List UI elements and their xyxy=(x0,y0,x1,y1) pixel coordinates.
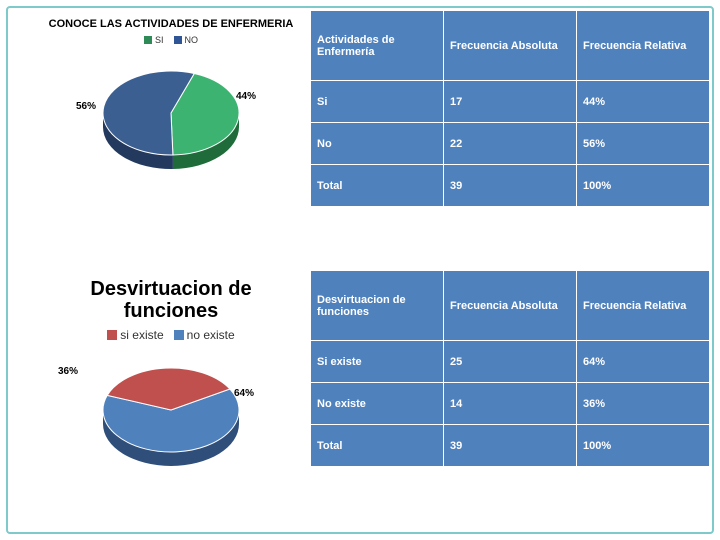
slice-label: 36% xyxy=(58,366,78,377)
td: Total xyxy=(311,425,444,467)
legend-item: NO xyxy=(174,35,199,45)
td: 100% xyxy=(577,165,710,207)
td: 44% xyxy=(577,81,710,123)
chart1-legend: SI NO xyxy=(40,35,302,45)
legend-label: si existe xyxy=(120,328,163,342)
td: 22 xyxy=(444,123,577,165)
th: Frecuencia Absoluta xyxy=(444,11,577,81)
legend-swatch xyxy=(174,330,184,340)
title-line: funciones xyxy=(124,300,218,322)
content: CONOCE LAS ACTIVIDADES DE ENFERMERIA SI … xyxy=(10,10,710,530)
td: 56% xyxy=(577,123,710,165)
td: 17 xyxy=(444,81,577,123)
td: Si existe xyxy=(311,341,444,383)
td: 36% xyxy=(577,383,710,425)
th: Actividades de Enfermería xyxy=(311,11,444,81)
table2: Desvirtuacion de funciones Frecuencia Ab… xyxy=(310,270,710,467)
td: 100% xyxy=(577,425,710,467)
th: Desvirtuacion de funciones xyxy=(311,271,444,341)
td: 25 xyxy=(444,341,577,383)
legend-swatch xyxy=(174,36,182,44)
legend-label: SI xyxy=(155,35,164,45)
legend-item: no existe xyxy=(174,328,235,342)
legend-swatch xyxy=(107,330,117,340)
th: Frecuencia Absoluta xyxy=(444,271,577,341)
table2-col: Desvirtuacion de funciones Frecuencia Ab… xyxy=(310,270,710,530)
slice-label: 64% xyxy=(234,388,254,399)
td: Si xyxy=(311,81,444,123)
td: No existe xyxy=(311,383,444,425)
chart1-pie: 44% 56% xyxy=(76,51,266,201)
slice-label: 44% xyxy=(236,91,256,102)
legend-label: NO xyxy=(185,35,199,45)
th: Frecuencia Relativa xyxy=(577,271,710,341)
legend-item: si existe xyxy=(107,328,163,342)
legend-swatch xyxy=(144,36,152,44)
row-2: Desvirtuacion de funciones si existe no … xyxy=(10,270,710,530)
chart2-title: Desvirtuacion de funciones xyxy=(40,278,302,322)
table1-col: Actividades de Enfermería Frecuencia Abs… xyxy=(310,10,710,270)
td: 39 xyxy=(444,425,577,467)
td: No xyxy=(311,123,444,165)
td: 14 xyxy=(444,383,577,425)
table1: Actividades de Enfermería Frecuencia Abs… xyxy=(310,10,710,207)
title-line: Desvirtuacion de xyxy=(90,278,251,300)
td: 39 xyxy=(444,165,577,207)
td: 64% xyxy=(577,341,710,383)
row-1: CONOCE LAS ACTIVIDADES DE ENFERMERIA SI … xyxy=(10,10,710,270)
chart1-title: CONOCE LAS ACTIVIDADES DE ENFERMERIA xyxy=(40,18,302,31)
chart2-legend: si existe no existe xyxy=(40,328,302,342)
legend-label: no existe xyxy=(187,328,235,342)
slice-label: 56% xyxy=(76,101,96,112)
th: Frecuencia Relativa xyxy=(577,11,710,81)
legend-item: SI xyxy=(144,35,164,45)
chart1-col: CONOCE LAS ACTIVIDADES DE ENFERMERIA SI … xyxy=(10,10,310,270)
td: Total xyxy=(311,165,444,207)
chart2-col: Desvirtuacion de funciones si existe no … xyxy=(10,270,310,530)
chart2-pie: 64% 36% xyxy=(76,348,266,498)
